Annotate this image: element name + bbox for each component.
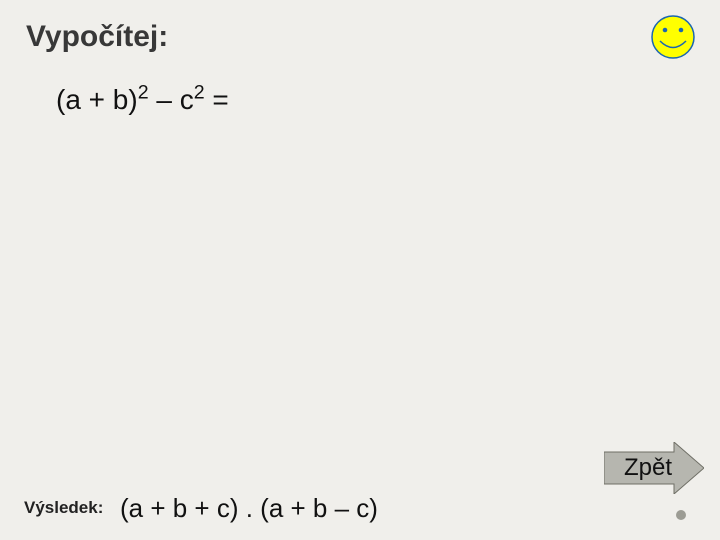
back-button[interactable]: Zpět	[604, 442, 704, 494]
result-label: Výsledek:	[24, 498, 103, 518]
corner-dot-icon	[676, 510, 686, 520]
math-expression: (a + b)2 – c2 =	[56, 84, 229, 116]
expr-part-2: – c	[149, 84, 194, 115]
smiley-eye-right	[679, 28, 684, 33]
expr-sup-1: 2	[138, 82, 149, 104]
smiley-face	[652, 16, 694, 58]
back-button-label: Zpět	[604, 442, 704, 494]
page-title: Vypočítej:	[26, 20, 168, 54]
expr-sup-2: 2	[194, 82, 205, 104]
smiley-eye-left	[663, 28, 668, 33]
expr-part-1: (a + b)	[56, 84, 138, 115]
result-value: (a + b + c) . (a + b – c)	[120, 493, 378, 524]
slide: Vypočítej: (a + b)2 – c2 = Výsledek: (a …	[0, 0, 720, 540]
smiley-icon	[650, 14, 696, 60]
expr-part-3: =	[205, 84, 229, 115]
